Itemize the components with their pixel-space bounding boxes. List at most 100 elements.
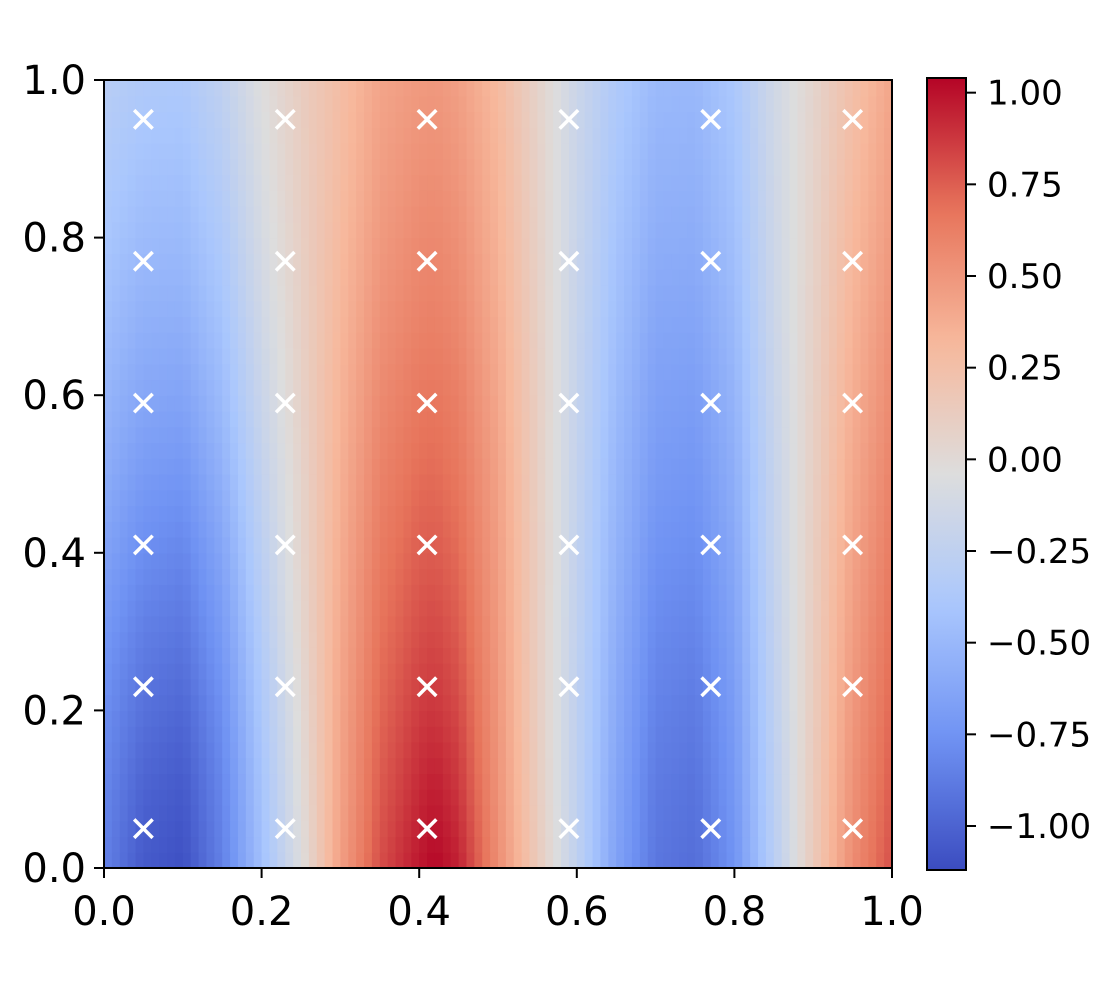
heatmap-cell bbox=[253, 741, 263, 759]
heatmap-cell bbox=[458, 363, 468, 381]
heatmap-cell bbox=[568, 206, 578, 223]
heatmap-cell bbox=[167, 332, 176, 349]
heatmap-cell bbox=[663, 158, 672, 176]
heatmap-cell bbox=[702, 379, 712, 396]
heatmap-cell bbox=[237, 300, 247, 317]
heatmap-cell bbox=[789, 95, 799, 113]
heatmap-cell bbox=[159, 221, 168, 239]
heatmap-cell bbox=[742, 678, 751, 696]
heatmap-cell bbox=[537, 300, 546, 317]
heatmap-cell bbox=[190, 410, 200, 428]
heatmap-cell bbox=[608, 615, 617, 633]
heatmap-cell bbox=[553, 552, 562, 570]
heatmap-cell bbox=[474, 442, 483, 459]
heatmap-cell bbox=[135, 489, 144, 507]
heatmap-cell bbox=[561, 221, 570, 239]
heatmap-cell bbox=[348, 174, 357, 191]
heatmap-cell bbox=[537, 442, 546, 459]
heatmap-cell bbox=[119, 127, 129, 144]
heatmap-cell bbox=[316, 647, 326, 664]
heatmap-cell bbox=[151, 300, 160, 317]
heatmap-cell bbox=[316, 726, 326, 743]
heatmap-cell bbox=[513, 600, 523, 617]
heatmap-cell bbox=[797, 80, 806, 97]
heatmap-cell bbox=[647, 158, 657, 176]
heatmap-cell bbox=[293, 284, 302, 302]
heatmap-cell bbox=[710, 710, 720, 727]
heatmap-cell bbox=[876, 568, 885, 585]
heatmap-cell bbox=[379, 804, 389, 822]
heatmap-cell bbox=[419, 190, 428, 207]
heatmap-cell bbox=[836, 820, 846, 838]
heatmap-cell bbox=[797, 757, 806, 775]
heatmap-cell bbox=[671, 726, 680, 743]
heatmap-cell bbox=[371, 489, 381, 507]
heatmap-cell bbox=[600, 505, 609, 522]
heatmap-cell bbox=[726, 253, 735, 270]
heatmap-cell bbox=[639, 663, 649, 680]
heatmap-cell bbox=[702, 332, 712, 349]
heatmap-cell bbox=[608, 206, 617, 223]
heatmap-cell bbox=[781, 111, 791, 128]
heatmap-cell bbox=[434, 726, 444, 743]
heatmap-cell bbox=[789, 143, 799, 160]
heatmap-cell bbox=[135, 237, 144, 254]
heatmap-cell bbox=[332, 678, 341, 696]
heatmap-cell bbox=[679, 552, 688, 570]
heatmap-cell bbox=[151, 127, 160, 144]
heatmap-cell bbox=[789, 631, 799, 648]
heatmap-cell bbox=[742, 143, 751, 160]
heatmap-cell bbox=[253, 300, 263, 317]
heatmap-cell bbox=[695, 158, 704, 176]
heatmap-cell bbox=[167, 836, 176, 853]
heatmap-cell bbox=[797, 316, 806, 333]
heatmap-cell bbox=[371, 300, 381, 317]
heatmap-cell bbox=[505, 190, 515, 207]
heatmap-cell bbox=[190, 757, 200, 775]
heatmap-cell bbox=[111, 410, 121, 428]
heatmap-cell bbox=[750, 190, 759, 207]
heatmap-cell bbox=[639, 852, 649, 868]
heatmap-cell bbox=[813, 458, 822, 475]
heatmap-cell bbox=[765, 647, 775, 664]
heatmap-cell bbox=[639, 584, 649, 601]
heatmap-cell bbox=[663, 584, 672, 601]
heatmap-cell bbox=[222, 221, 231, 239]
heatmap-cell bbox=[813, 836, 822, 853]
heatmap-cell bbox=[821, 206, 830, 223]
heatmap-cell bbox=[750, 789, 759, 806]
heatmap-cell bbox=[466, 489, 475, 507]
heatmap-cell bbox=[726, 80, 735, 97]
heatmap-cell bbox=[608, 410, 617, 428]
heatmap-cell bbox=[230, 757, 239, 775]
heatmap-cell bbox=[687, 80, 696, 97]
heatmap-cell bbox=[143, 804, 152, 822]
heatmap-cell bbox=[813, 206, 822, 223]
heatmap-cell bbox=[324, 95, 334, 113]
heatmap-cell bbox=[482, 789, 491, 806]
heatmap-cell bbox=[458, 379, 468, 396]
heatmap-cell bbox=[513, 552, 523, 570]
heatmap-cell bbox=[174, 379, 184, 396]
heatmap-cell bbox=[458, 789, 468, 806]
heatmap-cell bbox=[104, 363, 113, 381]
heatmap-cell bbox=[521, 363, 531, 381]
heatmap-cell bbox=[821, 804, 830, 822]
heatmap-cell bbox=[844, 347, 854, 365]
heatmap-cell bbox=[695, 694, 704, 711]
heatmap-cell bbox=[726, 458, 735, 475]
heatmap-cell bbox=[411, 269, 420, 286]
heatmap-cell bbox=[356, 505, 365, 522]
heatmap-cell bbox=[687, 347, 696, 365]
heatmap-cell bbox=[813, 584, 822, 601]
heatmap-cell bbox=[584, 474, 594, 491]
heatmap-cell bbox=[442, 773, 452, 790]
heatmap-cell bbox=[119, 836, 129, 853]
heatmap-cell bbox=[490, 521, 499, 538]
heatmap-cell bbox=[505, 442, 515, 459]
heatmap-cell bbox=[765, 127, 775, 144]
heatmap-cell bbox=[844, 647, 854, 664]
heatmap-cell bbox=[356, 757, 365, 775]
heatmap-cell bbox=[174, 143, 184, 160]
heatmap-cell bbox=[529, 253, 538, 270]
